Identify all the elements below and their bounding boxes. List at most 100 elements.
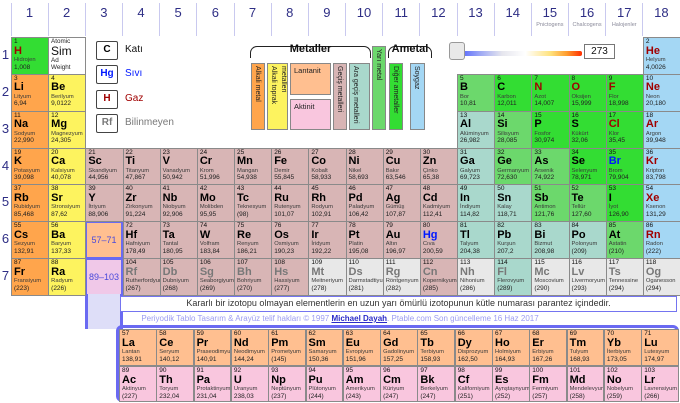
group-header-3[interactable]: 3: [100, 5, 108, 20]
period-label-1[interactable]: 1: [1, 47, 10, 62]
group-header-10[interactable]: 10: [356, 5, 372, 20]
element-cell-Ac[interactable]: 89 Ac Aktinyum (227): [119, 366, 157, 403]
element-cell-Sm[interactable]: 62 Sm Samaryum 150,36: [305, 329, 344, 367]
element-cell-Li[interactable]: 3 Li Lityum 6,94: [11, 73, 50, 112]
legend-noble-gas[interactable]: Soygaz: [410, 63, 425, 130]
element-cell-Pu[interactable]: 94 Pu Plütonyum (244): [305, 366, 344, 403]
group-header-4[interactable]: 4: [137, 5, 145, 20]
element-cell-Mt[interactable]: 109 Mt Meitneriyum (278): [308, 258, 347, 296]
temperature-slider-thumb[interactable]: [449, 42, 465, 60]
element-cell-W[interactable]: 74 W Volfram 183,84: [196, 221, 236, 260]
temperature-slider-track[interactable]: [456, 51, 582, 56]
element-cell-Th[interactable]: 90 Th Toryum 232,04: [156, 366, 195, 403]
element-cell-Ra[interactable]: 88 Ra Radyum (226): [48, 258, 87, 296]
group-header-7[interactable]: 7: [248, 5, 257, 20]
element-cell-Rf[interactable]: 104 Rf Rutherfordyum (267): [122, 258, 161, 296]
element-cell-Se[interactable]: 34 Se Selenyum 78,971: [568, 147, 607, 186]
element-cell-Fm[interactable]: 100 Fm Fermiyum (257): [529, 366, 568, 403]
phase-legend-symbol-C[interactable]: C: [96, 41, 118, 60]
group-header-1[interactable]: 1: [25, 5, 34, 20]
element-cell-Pm[interactable]: 61 Pm Prometyum (145): [268, 329, 307, 367]
period-label-4[interactable]: 4: [1, 157, 10, 173]
element-cell-Er[interactable]: 68 Er Erbiyum 167,26: [529, 329, 568, 367]
element-cell-Zr[interactable]: 40 Zr Zirkonyum 91,224: [122, 184, 161, 223]
element-cell-Re[interactable]: 75 Re Renyum 186,21: [234, 221, 273, 260]
group-header-16[interactable]: 16: [579, 5, 595, 20]
legend-alkali-metal[interactable]: Alkali metal: [251, 63, 265, 130]
legend-metalloid[interactable]: Yarı metal: [372, 46, 386, 130]
element-cell-Tl[interactable]: 81 Tl Talyum 204,38: [457, 221, 496, 260]
element-cell-Lv[interactable]: 116 Lv Livermoryum (293): [568, 258, 607, 296]
period-label-2[interactable]: 2: [1, 83, 10, 99]
element-cell-V[interactable]: 23 V Vanadyum 50,942: [159, 147, 198, 186]
element-cell-Bh[interactable]: 107 Bh Bohriyum (270): [234, 258, 273, 296]
group-header-2[interactable]: 2: [63, 5, 71, 20]
legend-transition-metal[interactable]: Geçiş metalleri: [333, 63, 347, 130]
element-cell-Mg[interactable]: 12 Mg Magnezyum 24,305: [48, 110, 87, 149]
group-header-12[interactable]: 12: [431, 5, 446, 20]
group-header-17[interactable]: 17: [616, 5, 632, 20]
element-cell-P[interactable]: 15 P Fosfor 30,974: [531, 110, 570, 149]
element-cell-Ts[interactable]: 117 Ts Tennessine (294): [605, 258, 644, 296]
element-cell-Sr[interactable]: 38 Sr Stronsiyum 87,62: [48, 184, 87, 223]
element-cell-Sc[interactable]: 21 Sc Skandiyum 44,956: [85, 147, 124, 186]
legend-actinide[interactable]: Aktinit: [290, 99, 331, 130]
element-cell-Ru[interactable]: 44 Ru Rutenyum 101,07: [271, 184, 310, 223]
element-cell-Cu[interactable]: 29 Cu Bakır 63,546: [382, 147, 421, 186]
element-cell-O[interactable]: 8 O Oksijen 15,999: [568, 73, 607, 112]
element-cell-Bk[interactable]: 97 Bk Berkelyum (247): [417, 366, 456, 403]
element-cell-Co[interactable]: 27 Co Kobalt 58,933: [308, 147, 347, 186]
element-cell-At[interactable]: 85 At Astatin (210): [605, 221, 644, 260]
legend-post-transition-metal[interactable]: Ara geçiş metalleri: [349, 63, 370, 130]
element-cell-Fr[interactable]: 87 Fr Fransiyum (223): [11, 258, 50, 296]
element-cell-Ce[interactable]: 58 Ce Seryum 140,12: [156, 329, 195, 367]
group-header-11[interactable]: 11: [394, 5, 408, 20]
element-cell-Pb[interactable]: 82 Pb Kurşun 207,2: [494, 221, 533, 260]
element-cell-Hs[interactable]: 108 Hs Hassiyum (277): [271, 258, 310, 296]
element-cell-H[interactable]: 1 H Hidrojen 1,008: [11, 37, 50, 75]
element-cell-Hf[interactable]: 72 Hf Hafniyum 178,49: [122, 221, 161, 260]
element-cell-K[interactable]: 19 K Potasyum 39,098: [11, 147, 50, 186]
actinide-range-link[interactable]: 89–103: [85, 258, 123, 296]
element-cell-Ho[interactable]: 67 Ho Holmiyum 164,93: [492, 329, 530, 367]
group-header-8[interactable]: 8: [286, 5, 294, 20]
element-cell-C[interactable]: 6 C Karbon 12,011: [494, 73, 533, 112]
phase-legend-symbol-H[interactable]: H: [96, 89, 118, 109]
element-cell-Pt[interactable]: 78 Pt Platin 195,08: [345, 221, 384, 260]
element-cell-B[interactable]: 5 B Bor 10,81: [457, 73, 496, 112]
element-cell-Be[interactable]: 4 Be Berilyum 9,0122: [48, 73, 87, 112]
element-cell-Ba[interactable]: 56 Ba Baryum 137,33: [48, 221, 87, 260]
group-header-15[interactable]: 15: [542, 5, 558, 20]
element-cell-Md[interactable]: 101 Md Mendelevyum (258): [566, 366, 605, 403]
element-cell-Am[interactable]: 95 Am Amerikyum (243): [342, 366, 381, 403]
element-cell-Cd[interactable]: 48 Cd Kadmiyum 112,41: [419, 184, 459, 223]
element-cell-S[interactable]: 16 S Kükürt 32,06: [568, 110, 607, 149]
element-cell-Cm[interactable]: 96 Cm Küriyum (247): [380, 366, 418, 403]
element-cell-Ge[interactable]: 32 Ge Germanyum 72,630: [494, 147, 533, 186]
element-cell-Si[interactable]: 14 Si Silisyum 28,085: [494, 110, 533, 149]
element-cell-Rh[interactable]: 45 Rh Rodyum 102,91: [308, 184, 347, 223]
element-cell-Tb[interactable]: 65 Tb Terbiyum 158,93: [417, 329, 456, 367]
element-cell-Yb[interactable]: 70 Yb İterbiyum 173,05: [603, 329, 642, 367]
element-cell-Ar[interactable]: 18 Ar Argon 39,948: [642, 110, 680, 149]
element-cell-Cl[interactable]: 17 Cl Klor 35,45: [605, 110, 644, 149]
element-cell-Mc[interactable]: 115 Mc Moscovium (290): [531, 258, 570, 296]
element-cell-He[interactable]: 2 He Helyum 4,0026: [642, 37, 680, 75]
element-cell-Ta[interactable]: 73 Ta Tantal 180,95: [159, 221, 198, 260]
element-cell-Ne[interactable]: 10 Ne Neon 20,180: [642, 73, 680, 112]
element-cell-F[interactable]: 9 F Flor 18,998: [605, 73, 644, 112]
group-header-18[interactable]: 18: [654, 5, 669, 20]
element-cell-Pr[interactable]: 59 Pr Praseodimyum 140,91: [193, 329, 232, 367]
element-cell-Cf[interactable]: 98 Cf Kaliforniyum (251): [454, 366, 493, 403]
element-cell-Ds[interactable]: 110 Ds Darmstadtiyum (281): [345, 258, 384, 296]
element-cell-I[interactable]: 53 I İyot 126,90: [605, 184, 644, 223]
element-cell-Na[interactable]: 11 Na Sodyum 22,990: [11, 110, 50, 149]
element-cell-Po[interactable]: 84 Po Polonyum (209): [568, 221, 607, 260]
element-cell-No[interactable]: 102 No Nobelyum (259): [603, 366, 642, 403]
element-cell-Y[interactable]: 39 Y İtriyum 88,906: [85, 184, 124, 223]
element-cell-Db[interactable]: 105 Db Dubniyum (268): [159, 258, 198, 296]
element-cell-Pa[interactable]: 91 Pa Protaktinyum 231,04: [193, 366, 232, 403]
element-cell-Os[interactable]: 76 Os Osmiyum 190,23: [271, 221, 310, 260]
element-cell-Bi[interactable]: 83 Bi Bizmut 208,98: [531, 221, 570, 260]
element-cell-Og[interactable]: 118 Og Oganesson (294): [642, 258, 680, 296]
